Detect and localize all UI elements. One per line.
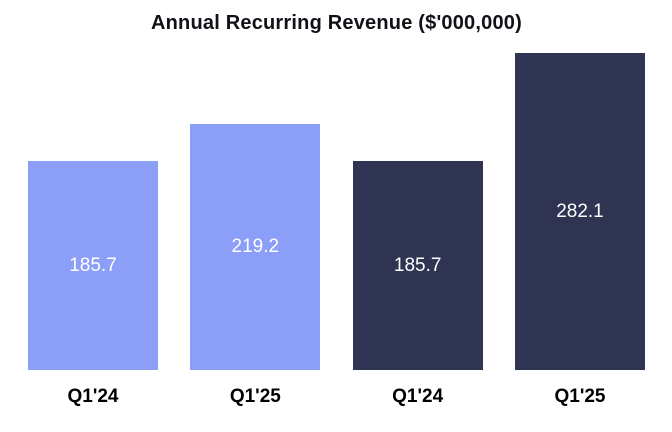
x-axis-label: Q1'24 [67, 386, 119, 407]
bar: 185.7 [28, 161, 158, 370]
bar: 219.2 [190, 124, 321, 370]
bar: 282.1 [514, 53, 645, 370]
value-label: 185.7 [393, 254, 442, 276]
bar: 185.7 [352, 161, 483, 370]
x-axis-label: Q1'25 [554, 386, 606, 407]
x-axis-label: Q1'24 [392, 386, 444, 407]
bar-column: 219.2 Q1'25 [190, 124, 321, 414]
bar-column: 185.7 Q1'24 [352, 161, 483, 414]
value-label: 185.7 [69, 254, 117, 276]
value-label: 219.2 [231, 236, 280, 257]
bar-column: 185.7 Q1'24 [28, 161, 158, 414]
value-label: 282.1 [556, 200, 604, 222]
x-axis-label: Q1'25 [229, 386, 281, 407]
chart-title: Annual Recurring Revenue ($'000,000) [151, 12, 522, 34]
bar-column: 282.1 Q1'25 [514, 53, 645, 414]
bars-row: 185.7 Q1'24 219.2 Q1'25 185.7 Q1'24 282.1 Q1'25 [28, 53, 645, 414]
